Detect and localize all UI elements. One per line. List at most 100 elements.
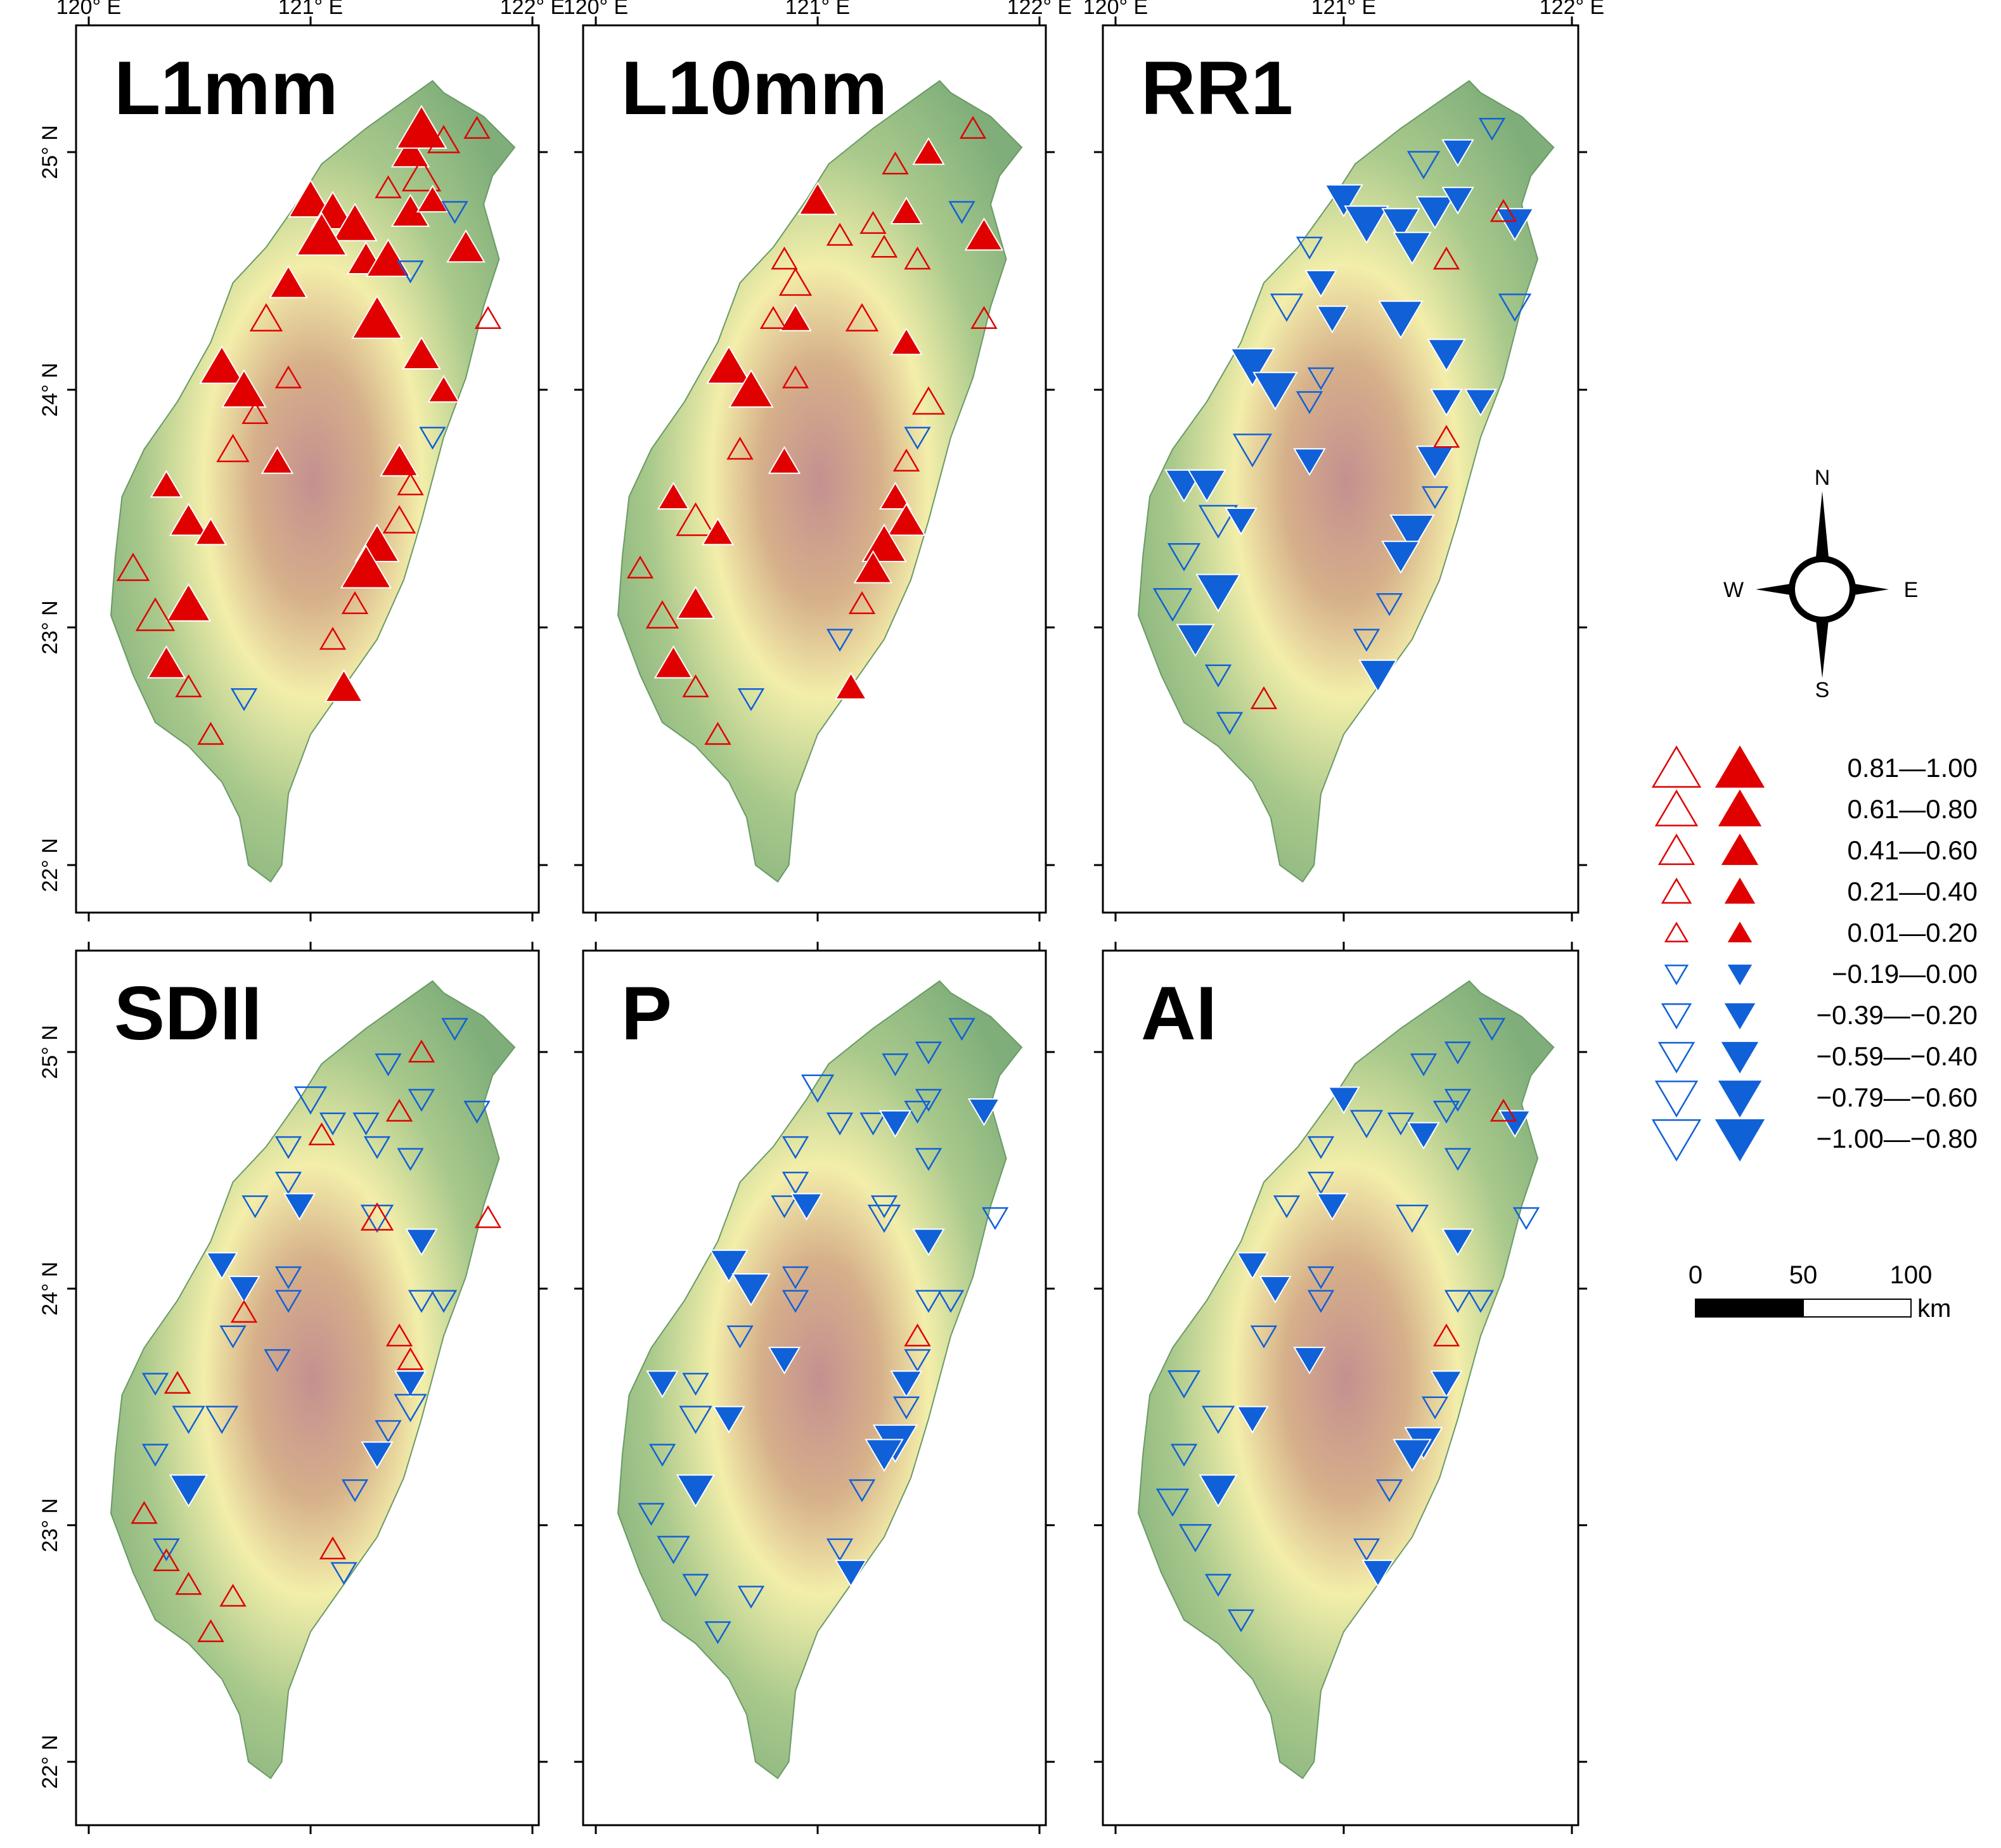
station-marker	[230, 688, 258, 712]
station-marker	[153, 1538, 180, 1562]
station-marker	[1324, 184, 1363, 218]
scalebar-label: 0	[1689, 1261, 1702, 1289]
legend-symbol	[1715, 745, 1765, 788]
station-marker	[1307, 1171, 1335, 1195]
lat-tick-label: 22° N	[38, 838, 62, 892]
lon-tick-label: 120° E	[56, 0, 121, 19]
station-marker	[964, 217, 1004, 251]
station-marker	[205, 1252, 238, 1280]
station-marker	[441, 1018, 468, 1041]
station-marker	[1167, 1370, 1201, 1399]
station-marker	[1432, 247, 1460, 270]
station-marker	[463, 1100, 491, 1124]
station-marker	[131, 1501, 158, 1524]
station-marker	[165, 582, 212, 622]
station-marker	[771, 1195, 798, 1219]
station-marker	[1498, 1110, 1531, 1138]
station-marker	[1432, 425, 1460, 448]
station-marker	[645, 600, 679, 629]
station-marker	[474, 1205, 502, 1228]
station-marker	[363, 1136, 391, 1159]
station-marker	[904, 1323, 931, 1347]
station-marker	[1236, 1252, 1269, 1280]
station-marker	[1316, 305, 1349, 334]
panel-label: P	[621, 971, 672, 1056]
station-marker	[216, 433, 250, 463]
station-marker	[1316, 1193, 1349, 1221]
station-marker	[1498, 293, 1532, 322]
station-marker	[1444, 1148, 1472, 1171]
station-marker	[1176, 624, 1215, 657]
station-marker	[293, 1086, 328, 1115]
station-marker	[912, 137, 945, 165]
station-marker	[319, 1536, 347, 1560]
station-marker	[1407, 1122, 1440, 1150]
station-marker	[332, 202, 378, 241]
legend-label: 0.41—0.60	[1848, 835, 1978, 865]
station-marker	[351, 295, 403, 339]
station-marker	[768, 1347, 801, 1375]
legend-symbol	[1661, 877, 1692, 904]
station-marker	[848, 591, 876, 614]
station-marker	[1167, 543, 1201, 572]
station-marker	[283, 1193, 316, 1221]
lat-tick-label: 24° N	[38, 363, 62, 416]
station-marker	[826, 222, 854, 246]
station-marker	[704, 722, 731, 745]
station-marker	[712, 1406, 745, 1434]
station-marker	[194, 517, 228, 546]
taiwan-landmass	[617, 80, 1023, 883]
station-marker	[782, 1290, 809, 1313]
station-marker	[1230, 348, 1275, 387]
station-marker	[771, 247, 798, 270]
station-marker	[427, 125, 461, 153]
legend-symbol	[1654, 789, 1699, 826]
station-marker	[264, 1349, 291, 1372]
compass-ring	[1789, 556, 1856, 623]
station-marker	[859, 1112, 887, 1136]
station-marker	[274, 1171, 302, 1195]
station-marker	[1155, 1488, 1190, 1517]
map-panel-l1mm: 120° E 121° E 122° E 25° N 24° N 23° N 22° N L1…	[38, 0, 565, 921]
compass-s-label: S	[1815, 678, 1830, 702]
station-marker	[1444, 1290, 1472, 1313]
scalebar-white	[1803, 1299, 1912, 1318]
station-marker	[274, 1290, 302, 1313]
station-marker	[1406, 151, 1441, 179]
panel-label: AI	[1141, 971, 1217, 1056]
station-marker	[676, 586, 716, 619]
station-marker	[1250, 686, 1278, 709]
scalebar-label: 50	[1789, 1261, 1818, 1289]
station-marker	[408, 1039, 435, 1063]
station-marker	[1395, 1204, 1429, 1233]
station-marker	[709, 1249, 749, 1283]
station-marker	[135, 597, 176, 631]
station-marker	[295, 212, 348, 256]
station-marker	[657, 482, 690, 510]
station-marker	[911, 386, 946, 415]
station-marker	[1389, 514, 1435, 553]
legend-symbol	[1654, 1081, 1699, 1118]
station-marker	[397, 1347, 424, 1370]
station-marker	[1273, 1195, 1301, 1219]
station-marker	[768, 446, 801, 474]
station-marker	[365, 238, 411, 277]
compass-rose: N S W E	[1723, 466, 1918, 702]
legend-label: 0.01—0.20	[1848, 918, 1978, 947]
panel-label: SDII	[114, 971, 262, 1056]
station-marker	[1361, 1560, 1394, 1588]
station-marker	[892, 448, 920, 472]
station-marker	[324, 669, 364, 702]
station-marker	[405, 1228, 438, 1257]
legend-symbol	[1715, 1119, 1765, 1162]
station-marker	[904, 1349, 931, 1372]
legend: 0.81—1.00 0.61—0.80 0.41—0.60 0.21—0.40 0.01…	[1651, 745, 1978, 1162]
station-marker	[798, 181, 837, 215]
station-marker	[1421, 486, 1449, 510]
station-marker	[890, 327, 923, 356]
station-marker	[394, 1370, 427, 1399]
station-marker	[1353, 629, 1380, 652]
station-marker	[728, 369, 774, 408]
station-marker	[1216, 712, 1244, 735]
taiwan-landmass	[617, 980, 1023, 1780]
